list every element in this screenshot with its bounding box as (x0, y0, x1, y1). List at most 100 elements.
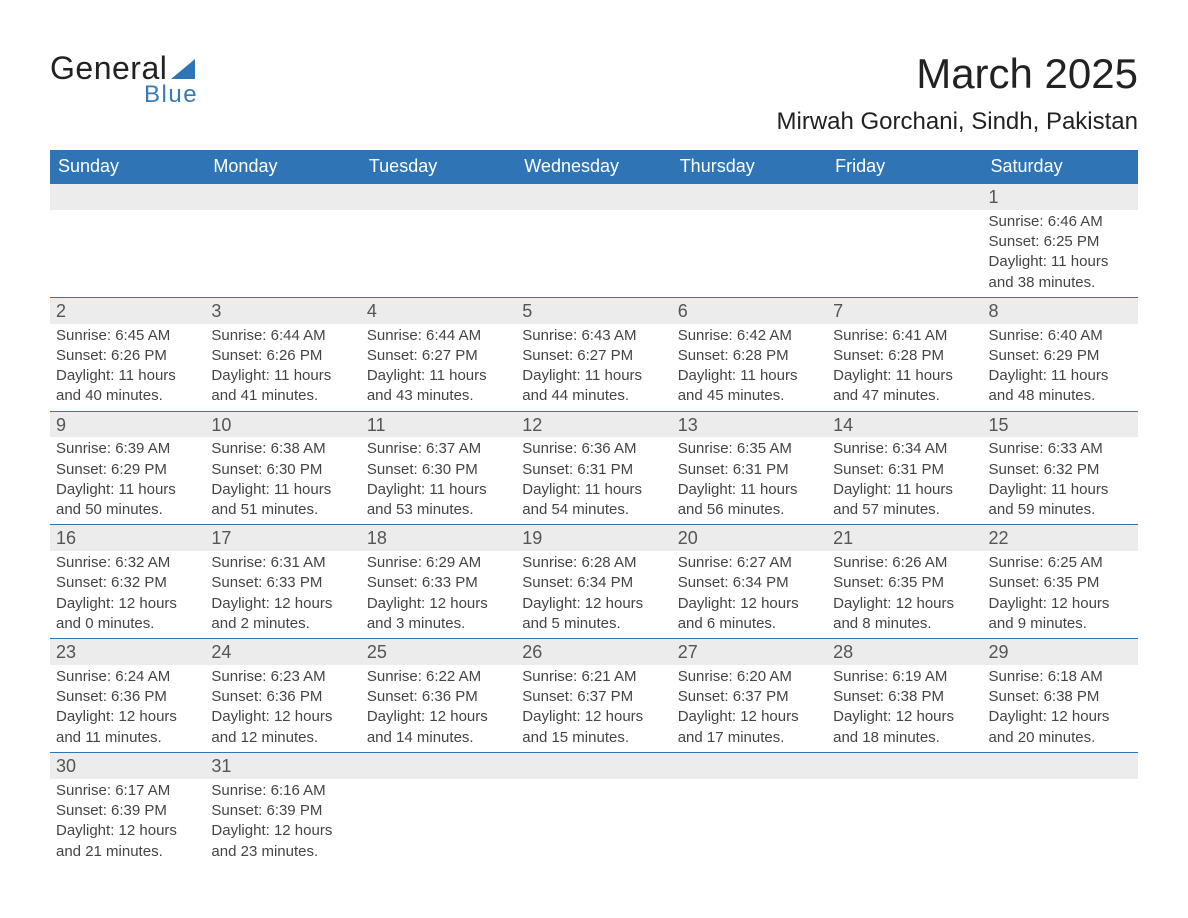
day-detail-line: Sunrise: 6:18 AM (989, 667, 1132, 687)
day-number-cell (983, 752, 1138, 778)
details-row: Sunrise: 6:17 AMSunset: 6:39 PMDaylight:… (50, 779, 1138, 866)
day-detail-line: Sunset: 6:27 PM (367, 346, 510, 366)
weekday-header: Wednesday (516, 150, 671, 184)
day-detail-line: Daylight: 12 hours (833, 594, 976, 614)
day-details-cell: Sunrise: 6:32 AMSunset: 6:32 PMDaylight:… (50, 551, 205, 639)
day-detail-line: and 14 minutes. (367, 728, 510, 748)
day-detail-line: Sunset: 6:29 PM (56, 460, 199, 480)
day-detail-line: Daylight: 12 hours (367, 594, 510, 614)
day-detail-line: and 38 minutes. (989, 273, 1132, 293)
day-number: 24 (205, 639, 360, 665)
calendar-table: Sunday Monday Tuesday Wednesday Thursday… (50, 150, 1138, 866)
day-number-cell: 24 (205, 639, 360, 665)
day-detail-line: Sunset: 6:36 PM (367, 687, 510, 707)
day-details-cell: Sunrise: 6:41 AMSunset: 6:28 PMDaylight:… (827, 324, 982, 412)
day-detail-line: Sunset: 6:26 PM (211, 346, 354, 366)
day-detail-line: Sunrise: 6:46 AM (989, 212, 1132, 232)
day-number: 1 (983, 184, 1138, 210)
day-detail-line: Sunrise: 6:26 AM (833, 553, 976, 573)
day-number-cell: 4 (361, 297, 516, 323)
day-detail-line: Daylight: 12 hours (56, 707, 199, 727)
day-details-cell: Sunrise: 6:39 AMSunset: 6:29 PMDaylight:… (50, 437, 205, 525)
day-details-cell (983, 779, 1138, 866)
day-detail-line: Daylight: 12 hours (56, 594, 199, 614)
day-detail-line: Sunset: 6:28 PM (678, 346, 821, 366)
day-number: 8 (983, 298, 1138, 324)
day-detail-line: and 50 minutes. (56, 500, 199, 520)
day-detail-line: Sunrise: 6:41 AM (833, 326, 976, 346)
day-details: Sunrise: 6:31 AMSunset: 6:33 PMDaylight:… (205, 551, 360, 638)
day-detail-line: Sunset: 6:30 PM (211, 460, 354, 480)
day-number-cell: 10 (205, 411, 360, 437)
day-details: Sunrise: 6:45 AMSunset: 6:26 PMDaylight:… (50, 324, 205, 411)
day-number: 20 (672, 525, 827, 551)
day-details: Sunrise: 6:26 AMSunset: 6:35 PMDaylight:… (827, 551, 982, 638)
day-detail-line: Sunset: 6:36 PM (56, 687, 199, 707)
day-detail-line: Daylight: 11 hours (367, 366, 510, 386)
day-detail-line: Sunset: 6:39 PM (211, 801, 354, 821)
day-number: 6 (672, 298, 827, 324)
day-detail-line: Sunset: 6:25 PM (989, 232, 1132, 252)
day-details-cell: Sunrise: 6:35 AMSunset: 6:31 PMDaylight:… (672, 437, 827, 525)
daynum-row: 23242526272829 (50, 639, 1138, 665)
day-detail-line: and 44 minutes. (522, 386, 665, 406)
day-details-cell: Sunrise: 6:42 AMSunset: 6:28 PMDaylight:… (672, 324, 827, 412)
day-detail-line: and 51 minutes. (211, 500, 354, 520)
day-details: Sunrise: 6:17 AMSunset: 6:39 PMDaylight:… (50, 779, 205, 866)
day-details-cell (672, 210, 827, 298)
day-number-cell: 29 (983, 639, 1138, 665)
day-detail-line: Daylight: 12 hours (678, 594, 821, 614)
day-number-cell: 5 (516, 297, 671, 323)
day-detail-line: Sunrise: 6:19 AM (833, 667, 976, 687)
day-details-cell: Sunrise: 6:38 AMSunset: 6:30 PMDaylight:… (205, 437, 360, 525)
day-detail-line: Sunrise: 6:37 AM (367, 439, 510, 459)
day-detail-line: Sunrise: 6:35 AM (678, 439, 821, 459)
day-detail-line: Daylight: 12 hours (678, 707, 821, 727)
day-detail-line: Sunrise: 6:42 AM (678, 326, 821, 346)
day-detail-line: Sunrise: 6:28 AM (522, 553, 665, 573)
day-detail-line: Sunrise: 6:29 AM (367, 553, 510, 573)
day-details-cell: Sunrise: 6:20 AMSunset: 6:37 PMDaylight:… (672, 665, 827, 753)
day-number: 18 (361, 525, 516, 551)
day-number-cell: 19 (516, 525, 671, 551)
day-number-cell (672, 752, 827, 778)
day-detail-line: Daylight: 11 hours (522, 480, 665, 500)
day-details: Sunrise: 6:39 AMSunset: 6:29 PMDaylight:… (50, 437, 205, 524)
daynum-row: 1 (50, 184, 1138, 210)
day-details-cell (361, 210, 516, 298)
day-detail-line: and 17 minutes. (678, 728, 821, 748)
day-number-cell (827, 184, 982, 210)
logo-text-blue: Blue (144, 81, 198, 109)
day-detail-line: Sunset: 6:34 PM (678, 573, 821, 593)
day-details: Sunrise: 6:34 AMSunset: 6:31 PMDaylight:… (827, 437, 982, 524)
day-detail-line: Sunrise: 6:22 AM (367, 667, 510, 687)
day-detail-line: Sunset: 6:26 PM (56, 346, 199, 366)
day-number-cell: 14 (827, 411, 982, 437)
day-detail-line: Sunset: 6:35 PM (833, 573, 976, 593)
day-number-cell (50, 184, 205, 210)
details-row: Sunrise: 6:45 AMSunset: 6:26 PMDaylight:… (50, 324, 1138, 412)
day-details: Sunrise: 6:37 AMSunset: 6:30 PMDaylight:… (361, 437, 516, 524)
day-details: Sunrise: 6:42 AMSunset: 6:28 PMDaylight:… (672, 324, 827, 411)
day-details: Sunrise: 6:23 AMSunset: 6:36 PMDaylight:… (205, 665, 360, 752)
day-detail-line: Daylight: 12 hours (522, 594, 665, 614)
day-detail-line: Sunrise: 6:45 AM (56, 326, 199, 346)
day-detail-line: Daylight: 11 hours (989, 252, 1132, 272)
day-details-cell: Sunrise: 6:18 AMSunset: 6:38 PMDaylight:… (983, 665, 1138, 753)
day-detail-line: Sunset: 6:28 PM (833, 346, 976, 366)
header: General Blue March 2025 Mirwah Gorchani,… (50, 50, 1138, 136)
day-detail-line: Sunset: 6:31 PM (833, 460, 976, 480)
day-details-cell (516, 210, 671, 298)
day-detail-line: Daylight: 12 hours (211, 594, 354, 614)
day-number-cell: 18 (361, 525, 516, 551)
day-detail-line: and 18 minutes. (833, 728, 976, 748)
day-detail-line: Sunrise: 6:31 AM (211, 553, 354, 573)
day-number: 5 (516, 298, 671, 324)
day-detail-line: and 48 minutes. (989, 386, 1132, 406)
day-detail-line: Sunset: 6:29 PM (989, 346, 1132, 366)
day-details: Sunrise: 6:40 AMSunset: 6:29 PMDaylight:… (983, 324, 1138, 411)
day-details-cell: Sunrise: 6:37 AMSunset: 6:30 PMDaylight:… (361, 437, 516, 525)
day-detail-line: Daylight: 11 hours (522, 366, 665, 386)
day-detail-line: and 23 minutes. (211, 842, 354, 862)
day-details-cell: Sunrise: 6:31 AMSunset: 6:33 PMDaylight:… (205, 551, 360, 639)
